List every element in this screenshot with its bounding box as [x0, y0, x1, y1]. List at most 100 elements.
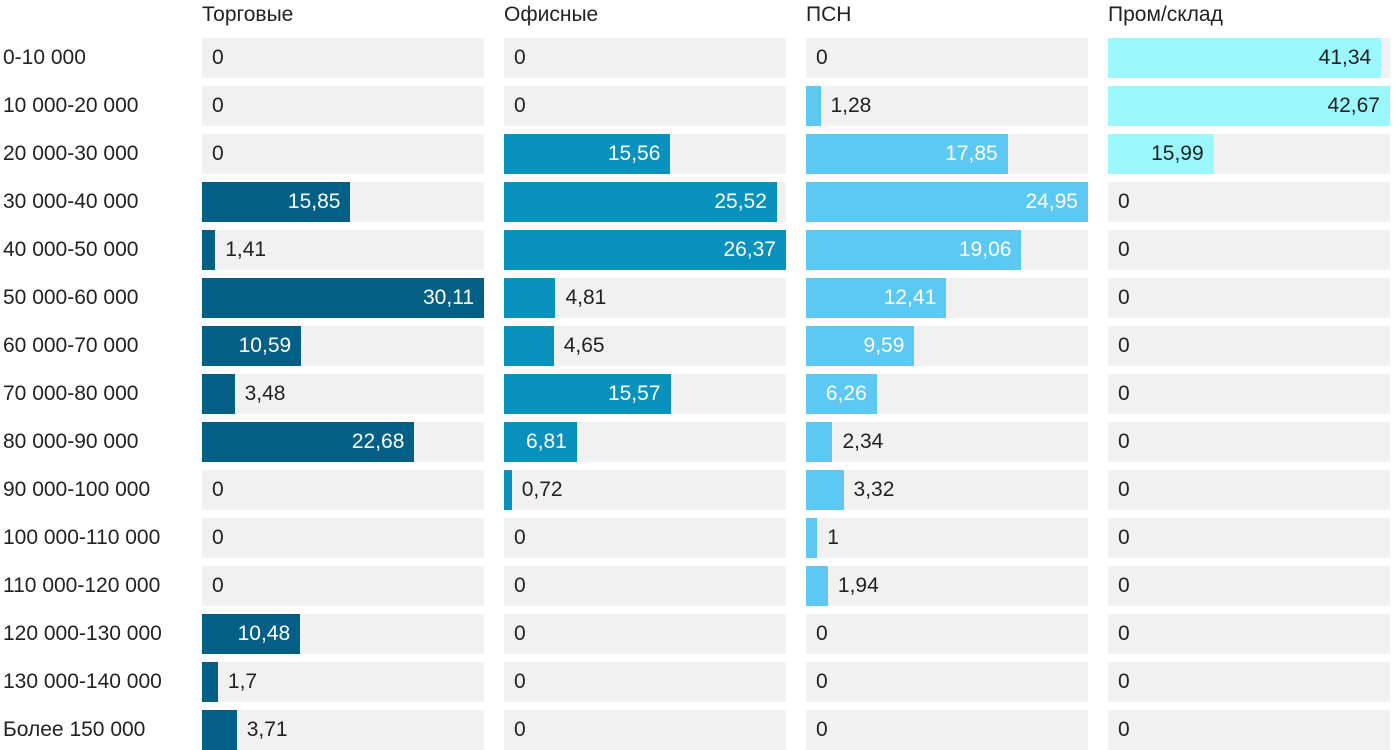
bar-track: [806, 86, 1088, 126]
data-label: 15,99: [1151, 142, 1204, 165]
data-label: 0: [514, 622, 526, 645]
data-label: 0: [514, 94, 526, 117]
column-header: Пром/склад: [1108, 3, 1223, 26]
bar-track: [1108, 710, 1390, 750]
data-label: 2,34: [842, 430, 884, 453]
bar-track: [1108, 470, 1390, 510]
row-label: 100 000-110 000: [3, 526, 161, 549]
bar: [504, 182, 777, 222]
data-label: 1,41: [225, 238, 267, 261]
bar-track: [1108, 182, 1390, 222]
bar: [806, 230, 1022, 270]
data-label: 0: [212, 142, 224, 165]
bar: [504, 326, 554, 366]
bar: [806, 326, 915, 366]
row-label: 80 000-90 000: [3, 430, 139, 453]
bar: [1108, 134, 1214, 174]
bar-track: [806, 662, 1088, 702]
bar-track: [806, 566, 1088, 606]
data-label: 4,81: [565, 286, 607, 309]
data-label: 10,59: [238, 334, 292, 357]
data-label: 1,94: [837, 574, 879, 597]
column-header: Торговые: [202, 3, 294, 26]
bar: [1108, 38, 1382, 78]
bar-track: [806, 470, 1088, 510]
bar-track: [504, 566, 786, 606]
data-label: 0: [514, 718, 526, 741]
data-label: 1,7: [227, 670, 258, 693]
data-label: 1: [827, 526, 839, 549]
data-label: 0: [1118, 334, 1130, 357]
data-label: 0: [1118, 622, 1130, 645]
data-label: 1,28: [830, 94, 872, 117]
bar: [504, 470, 512, 510]
data-label: 41,34: [1318, 46, 1372, 69]
bar-track: [1108, 230, 1390, 270]
bar: [806, 182, 1088, 222]
bar-track: [504, 662, 786, 702]
data-label: 22,68: [351, 430, 405, 453]
bar-track: [202, 38, 484, 78]
bar-track: [504, 614, 786, 654]
bar: [202, 662, 218, 702]
data-label: 0: [1118, 382, 1130, 405]
row-label: 10 000-20 000: [3, 94, 139, 117]
bar-track: [202, 374, 484, 414]
row-label: 60 000-70 000: [3, 334, 139, 357]
bar-track: [504, 710, 786, 750]
row-label: 40 000-50 000: [3, 238, 139, 261]
data-label: 0: [212, 574, 224, 597]
data-label: 0: [514, 526, 526, 549]
data-label: 0: [1118, 430, 1130, 453]
bar-track: [202, 566, 484, 606]
data-label: 0: [816, 670, 828, 693]
bar-track: [202, 230, 484, 270]
data-label: 10,48: [237, 622, 291, 645]
data-label: 0,72: [521, 478, 563, 501]
bar-track: [202, 710, 484, 750]
bar: [806, 566, 828, 606]
row-label: 0-10 000: [3, 46, 86, 69]
bar: [504, 134, 671, 174]
data-label: 6,26: [825, 382, 867, 405]
row-label: 30 000-40 000: [3, 190, 139, 213]
bar: [202, 614, 301, 654]
bar-track: [202, 470, 484, 510]
bar: [202, 278, 484, 318]
data-label: 0: [212, 478, 224, 501]
data-label: 0: [1118, 718, 1130, 741]
data-label: 15,57: [607, 382, 661, 405]
bar: [806, 470, 844, 510]
data-label: 0: [1118, 574, 1130, 597]
bar-track: [504, 38, 786, 78]
data-label: 12,41: [883, 286, 937, 309]
data-label: 0: [816, 718, 828, 741]
data-label: 19,06: [958, 238, 1012, 261]
bar: [504, 230, 786, 270]
bar-track: [504, 470, 786, 510]
bar: [806, 134, 1008, 174]
data-label: 0: [514, 46, 526, 69]
bar: [504, 422, 577, 462]
bar-track: [202, 134, 484, 174]
data-label: 3,48: [244, 382, 286, 405]
bar-track: [504, 518, 786, 558]
data-label: 3,71: [246, 718, 288, 741]
data-label: 0: [1118, 670, 1130, 693]
data-label: 0: [1118, 190, 1130, 213]
bar-track: [1108, 278, 1390, 318]
bar: [202, 422, 415, 462]
data-label: 4,65: [563, 334, 605, 357]
row-label: 130 000-140 000: [3, 670, 162, 693]
bar: [202, 710, 237, 750]
bar-track: [1108, 566, 1390, 606]
bar-track: [1108, 614, 1390, 654]
row-label: 120 000-130 000: [3, 622, 162, 645]
data-label: 9,59: [863, 334, 905, 357]
data-label: 0: [1118, 238, 1130, 261]
bar: [202, 326, 302, 366]
data-label: 0: [1118, 478, 1130, 501]
bar-track: [202, 518, 484, 558]
bar: [504, 374, 671, 414]
